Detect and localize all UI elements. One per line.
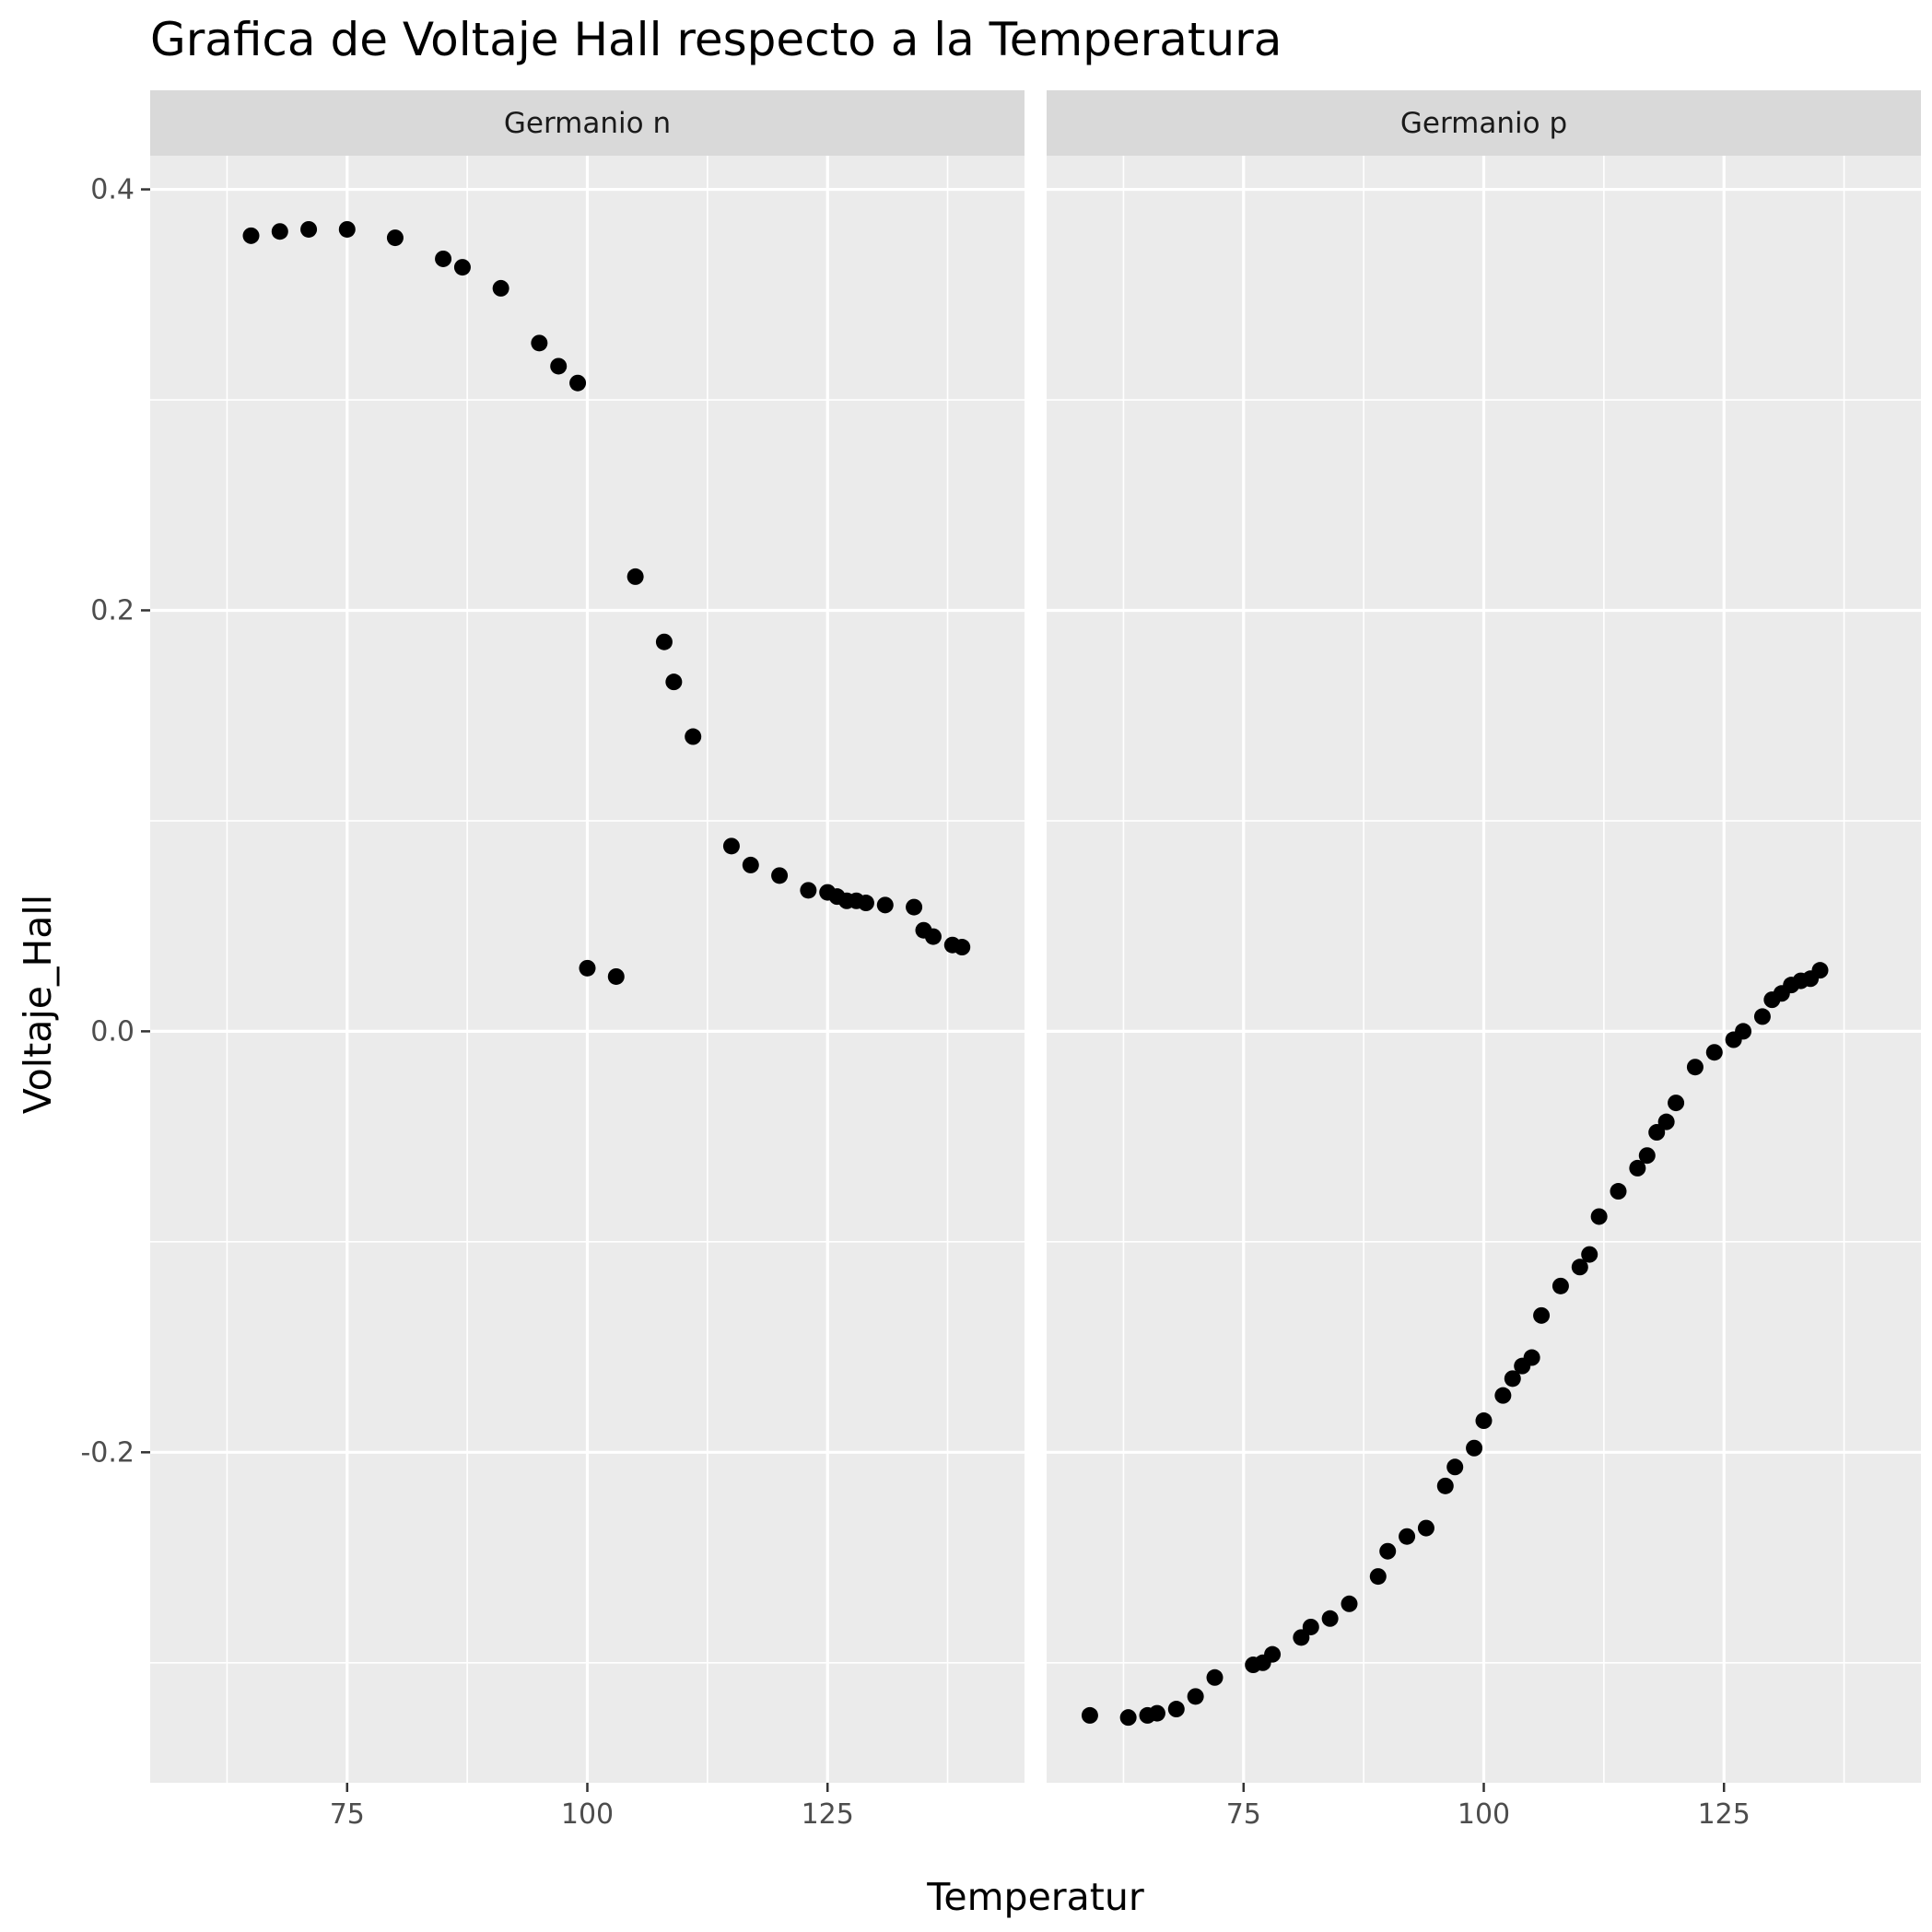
data-point bbox=[876, 896, 894, 914]
data-point bbox=[1475, 1412, 1493, 1430]
facet-panel: Germanio n bbox=[150, 90, 1025, 1783]
data-point bbox=[607, 967, 625, 985]
data-point bbox=[665, 673, 683, 691]
facet-strip-label: Germanio n bbox=[504, 107, 671, 140]
data-point bbox=[1148, 1704, 1165, 1722]
data-point bbox=[271, 223, 288, 240]
data-point bbox=[1399, 1528, 1416, 1545]
x-tick-label: 100 bbox=[1458, 1798, 1510, 1831]
data-point bbox=[1581, 1246, 1598, 1263]
data-point bbox=[742, 856, 759, 873]
data-point bbox=[531, 334, 548, 352]
data-point bbox=[857, 895, 874, 912]
data-point bbox=[550, 357, 568, 375]
facet-strip bbox=[1047, 90, 1921, 156]
data-point bbox=[1293, 1629, 1310, 1646]
data-point bbox=[1571, 1259, 1588, 1276]
data-point bbox=[1753, 1008, 1771, 1025]
x-axis-title: Temperatur bbox=[926, 1875, 1144, 1919]
data-point bbox=[800, 882, 817, 899]
data-point bbox=[1811, 962, 1829, 979]
data-point bbox=[1638, 1147, 1656, 1165]
data-point bbox=[1379, 1542, 1397, 1560]
facet-strip bbox=[150, 90, 1025, 156]
data-point bbox=[1590, 1208, 1608, 1225]
y-tick-label: 0.2 bbox=[90, 594, 135, 626]
data-point bbox=[685, 728, 702, 745]
data-point bbox=[242, 227, 260, 244]
data-point bbox=[954, 939, 971, 956]
data-point bbox=[1119, 1709, 1137, 1727]
data-point bbox=[1446, 1458, 1464, 1476]
data-point bbox=[1686, 1059, 1704, 1076]
data-point bbox=[1264, 1645, 1282, 1663]
data-point bbox=[1167, 1701, 1185, 1718]
data-point bbox=[1417, 1519, 1434, 1537]
data-point bbox=[1629, 1159, 1646, 1177]
data-point bbox=[300, 220, 318, 238]
data-point bbox=[1321, 1610, 1339, 1627]
data-point bbox=[1668, 1095, 1685, 1112]
data-point bbox=[338, 220, 356, 238]
y-tick-label: 0.0 bbox=[90, 1015, 135, 1048]
x-tick-label: 100 bbox=[561, 1798, 614, 1831]
data-point bbox=[1504, 1370, 1521, 1388]
y-tick-label: 0.4 bbox=[90, 174, 135, 206]
y-tick-label: -0.2 bbox=[80, 1436, 135, 1469]
data-point bbox=[655, 633, 673, 650]
data-point bbox=[1657, 1113, 1675, 1130]
data-point bbox=[1187, 1688, 1204, 1705]
data-point bbox=[1436, 1477, 1454, 1494]
data-point bbox=[1081, 1706, 1098, 1724]
data-point bbox=[1494, 1387, 1512, 1404]
data-point bbox=[1302, 1618, 1319, 1635]
data-point bbox=[1523, 1349, 1540, 1366]
data-point bbox=[1648, 1124, 1666, 1142]
data-point bbox=[722, 837, 740, 855]
y-axis: 0.4 0.2 0.0 -0.2 bbox=[80, 174, 150, 1469]
data-point bbox=[435, 250, 452, 267]
data-point bbox=[924, 928, 942, 945]
data-point bbox=[1551, 1277, 1569, 1294]
data-point bbox=[579, 959, 596, 977]
data-point bbox=[453, 259, 471, 276]
data-point bbox=[1533, 1306, 1551, 1324]
x-tick-label: 125 bbox=[802, 1798, 854, 1831]
data-point bbox=[1369, 1568, 1387, 1586]
data-point bbox=[569, 374, 587, 392]
data-point bbox=[906, 898, 923, 916]
data-point bbox=[1466, 1439, 1483, 1457]
data-point bbox=[1341, 1595, 1358, 1612]
data-point bbox=[492, 279, 509, 297]
chart-title: Grafica de Voltaje Hall respecto a la Te… bbox=[150, 13, 1282, 66]
facet-strip-label: Germanio p bbox=[1400, 107, 1567, 140]
x-tick-label: 75 bbox=[330, 1798, 365, 1831]
facet-panel: Germanio p bbox=[1047, 90, 1921, 1783]
data-point bbox=[386, 229, 404, 247]
x-tick-label: 75 bbox=[1226, 1798, 1261, 1831]
x-tick-label: 125 bbox=[1698, 1798, 1751, 1831]
x-axis: 75 100 125 75 100 125 bbox=[330, 1783, 1751, 1831]
y-axis-title: Voltaje_Hall bbox=[16, 895, 60, 1114]
data-point bbox=[626, 568, 644, 585]
data-point bbox=[1610, 1183, 1627, 1200]
data-point bbox=[1206, 1669, 1224, 1686]
data-point bbox=[771, 867, 789, 884]
data-point bbox=[1735, 1023, 1752, 1040]
data-point bbox=[1705, 1044, 1723, 1061]
panels-layer: Germanio n Germanio p bbox=[150, 90, 1921, 1783]
